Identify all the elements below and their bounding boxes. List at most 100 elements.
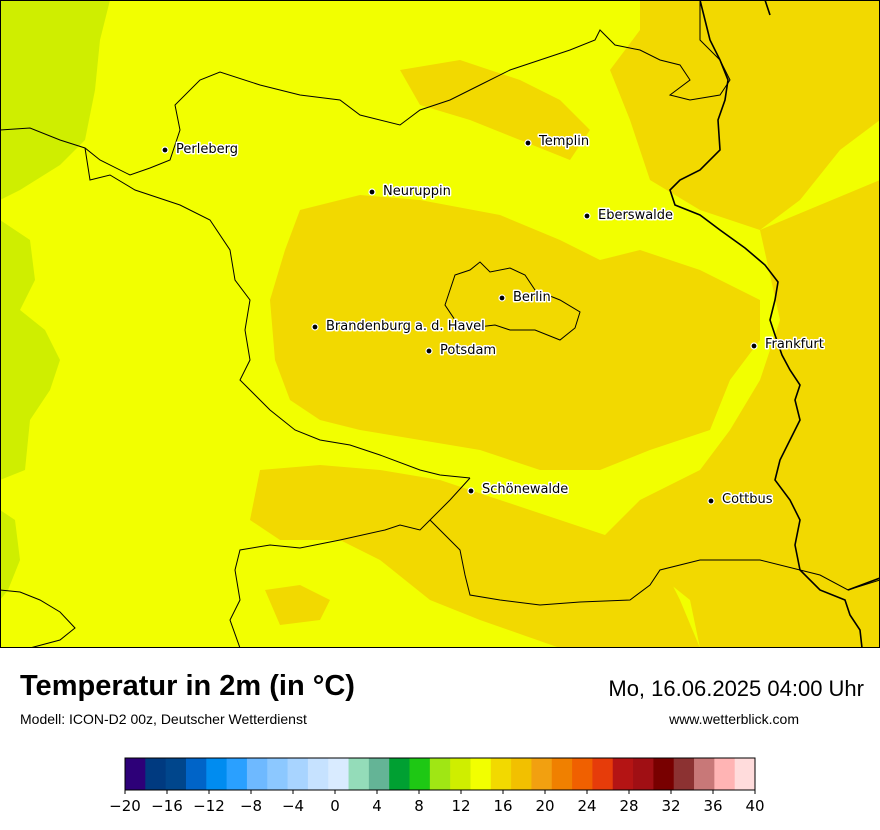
city-label: Eberswalde xyxy=(598,208,673,223)
website-link[interactable]: www.wetterblick.com xyxy=(669,711,799,727)
national-border-se xyxy=(847,577,880,591)
legend-swatch xyxy=(348,758,370,790)
legend-swatch xyxy=(470,758,492,790)
state-border-west xyxy=(84,147,471,479)
city-marker xyxy=(707,497,715,505)
warm-zone-northeast xyxy=(610,0,880,230)
legend-tick-label: 12 xyxy=(451,797,470,815)
legend-tick-label: 28 xyxy=(619,797,638,815)
legend-tick-label: 32 xyxy=(661,797,680,815)
legend-swatch xyxy=(185,758,207,790)
cool-zone-west xyxy=(0,0,110,200)
state-border xyxy=(0,0,731,176)
city-label: Potsdam xyxy=(440,343,496,358)
legend-tick-label: −12 xyxy=(193,797,225,815)
city-label: Frankfurt xyxy=(765,337,824,352)
city-frankfurt: Frankfurt xyxy=(750,336,825,354)
state-border-south xyxy=(229,477,471,648)
legend-swatch xyxy=(694,758,715,790)
legend-swatch xyxy=(246,758,268,790)
legend-swatch xyxy=(490,758,512,790)
legend-swatch xyxy=(145,758,167,790)
legend-swatch xyxy=(328,758,350,790)
legend-swatch xyxy=(409,758,431,790)
legend-swatch xyxy=(511,758,532,790)
city-label: Schönewalde xyxy=(482,482,568,497)
city-perleberg: Perleberg xyxy=(161,141,239,159)
city-eberswalde: Eberswalde xyxy=(583,207,675,225)
legend-tick-label: 40 xyxy=(745,797,764,815)
legend-swatch xyxy=(450,758,471,790)
city-neuruppin: Neuruppin xyxy=(368,183,452,201)
legend-swatch xyxy=(368,758,390,790)
city-label: Templin xyxy=(538,134,589,149)
legend-swatch xyxy=(612,758,634,790)
legend-swatch xyxy=(125,758,146,790)
city-marker xyxy=(750,342,758,350)
national-border-poland xyxy=(669,0,863,648)
warm-zone-central xyxy=(270,195,760,470)
legend-swatch xyxy=(206,758,228,790)
legend-swatches xyxy=(125,758,756,790)
legend-swatch xyxy=(429,758,451,790)
legend-swatch xyxy=(633,758,654,790)
legend-tick-label: 36 xyxy=(703,797,722,815)
city-marker xyxy=(368,188,376,196)
legend-tick-label: −4 xyxy=(282,797,304,815)
legend-tick-label: 20 xyxy=(535,797,554,815)
warm-zone-east xyxy=(600,180,880,648)
warm-zone-north xyxy=(400,60,590,160)
legend-swatch xyxy=(165,758,187,790)
city-marker xyxy=(583,212,591,220)
berlin-boundary xyxy=(444,261,581,341)
legend-ticks: −20 −16 −12 −8 −4 0 4 8 12 16 20 24 28 32 36 40 xyxy=(109,790,765,815)
legend-swatch xyxy=(531,758,553,790)
legend-swatch xyxy=(389,758,411,790)
city-templin: Templin xyxy=(524,133,591,151)
warm-zone-southwest-patch xyxy=(265,585,330,625)
legend-swatch xyxy=(572,758,593,790)
city-schoenewalde: Schönewalde xyxy=(467,481,570,499)
legend-tick-label: 24 xyxy=(577,797,596,815)
legend-tick-label: −8 xyxy=(240,797,262,815)
legend-swatch xyxy=(673,758,695,790)
cool-zone-west-2 xyxy=(0,220,60,480)
legend-swatch xyxy=(714,758,736,790)
forecast-datetime: Mo, 16.06.2025 04:00 Uhr xyxy=(608,676,864,701)
legend-swatch xyxy=(551,758,573,790)
city-marker xyxy=(524,139,532,147)
city-berlin: Berlin xyxy=(498,289,552,307)
legend-tick-label: −20 xyxy=(109,797,141,815)
legend-swatch xyxy=(226,758,248,790)
city-brandenburg: Brandenburg a. d. Havel xyxy=(311,318,486,336)
city-label: Cottbus xyxy=(722,492,773,507)
city-marker xyxy=(467,487,475,495)
legend-tick-label: 16 xyxy=(493,797,512,815)
city-marker xyxy=(161,146,169,154)
legend-tick-label: −16 xyxy=(151,797,183,815)
city-marker xyxy=(498,294,506,302)
legend-tick-label: 8 xyxy=(414,797,424,815)
city-label: Berlin xyxy=(513,290,551,305)
legend-swatch xyxy=(734,758,756,790)
color-legend: −20 −16 −12 −8 −4 0 4 8 12 16 20 24 28 32 36 40 xyxy=(109,757,765,815)
legend-tick-label: 0 xyxy=(330,797,340,815)
legend-swatch xyxy=(287,758,309,790)
legend-frame xyxy=(124,757,756,791)
model-subtitle: Modell: ICON-D2 00z, Deutscher Wetterdie… xyxy=(20,711,307,727)
cool-zone-southwest xyxy=(0,510,20,600)
state-border-sw-corner xyxy=(0,589,76,648)
legend-swatch xyxy=(653,758,675,790)
city-label: Neuruppin xyxy=(383,184,451,199)
legend-swatch xyxy=(267,758,289,790)
state-border-south-2 xyxy=(429,519,880,606)
city-marker xyxy=(425,347,433,355)
city-marker xyxy=(311,323,319,331)
warm-zone-south xyxy=(250,465,700,648)
city-label: Brandenburg a. d. Havel xyxy=(326,319,485,334)
legend-swatch xyxy=(592,758,614,790)
legend-swatch xyxy=(307,758,329,790)
national-border-ne xyxy=(764,0,771,16)
city-label: Perleberg xyxy=(176,142,238,157)
temperature-map: Perleberg Templin Neuruppin Eberswalde B… xyxy=(0,0,880,648)
